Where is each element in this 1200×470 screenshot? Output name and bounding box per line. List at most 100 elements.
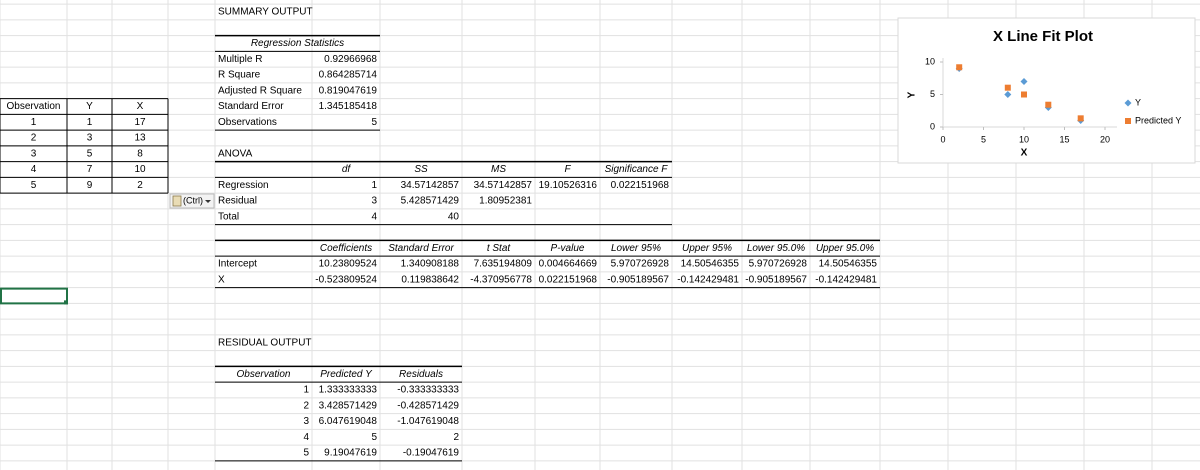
cell-text: 7.635194809 (474, 259, 533, 270)
cell-text: P-value (551, 243, 585, 254)
cell-text: Adjusted R Square (218, 85, 302, 96)
cell-text: RESIDUAL OUTPUT (218, 337, 312, 348)
cell-text: 5 (31, 180, 37, 191)
cell-text: 9.19047619 (324, 448, 377, 459)
cell-text: Predicted Y (320, 369, 373, 380)
cell-text: 34.57142857 (474, 180, 533, 191)
cell-text: 5.970726928 (611, 259, 670, 270)
fill-handle (64, 300, 68, 305)
data-point (1124, 99, 1132, 107)
cell-text: 9 (87, 180, 93, 191)
legend-label: Y (1135, 97, 1141, 107)
cell-text: Residuals (399, 369, 443, 380)
cell-text: 1.345185418 (319, 101, 378, 112)
cell-text: 0.864285714 (319, 70, 378, 81)
cell-text: -0.905189567 (745, 274, 807, 285)
cell-text: 8 (137, 148, 143, 159)
cell-text: 4 (303, 432, 309, 443)
cell-text: 0.119838642 (401, 274, 459, 285)
x-tick-label: 20 (1100, 134, 1110, 144)
cell-text: 5 (303, 448, 309, 459)
cell-text: Y (86, 101, 93, 112)
cell-text: 0.022151968 (611, 180, 670, 191)
cell-text: -0.142429481 (677, 274, 739, 285)
cell-text: 10 (134, 164, 146, 175)
cell-text: 7 (87, 164, 93, 175)
cell-text: Multiple R (218, 54, 262, 65)
cell-text: X (137, 101, 144, 112)
data-point (1045, 101, 1052, 108)
cell-text: 2 (303, 400, 309, 411)
cell-text: 3.428571429 (319, 400, 378, 411)
selected-cell (0, 287, 68, 305)
data-point (1020, 78, 1028, 85)
cell-text: F (564, 164, 571, 175)
cell-text: SUMMARY OUTPUT (218, 7, 313, 18)
y-tick-label: 10 (925, 56, 935, 66)
data-point (1077, 115, 1084, 122)
cell-text: Intercept (218, 259, 257, 270)
cell-text: ANOVA (218, 148, 253, 159)
dropdown-arrow (205, 200, 211, 203)
cell-text: Lower 95.0% (747, 243, 805, 254)
cell-text: -1.047619048 (397, 416, 459, 427)
y-tick-label: 0 (930, 121, 935, 131)
x-tick-label: 10 (1019, 134, 1029, 144)
cell-text: Significance F (605, 164, 669, 175)
x-tick-label: 0 (940, 134, 945, 144)
cell-text: 34.57142857 (401, 180, 460, 191)
cell-text: 2 (137, 180, 143, 191)
cell-text: 40 (448, 211, 460, 222)
cell-text: R Square (218, 70, 261, 81)
cell-text: 13 (134, 133, 146, 144)
cell-text: 0.004664669 (539, 259, 598, 270)
cell-text: 6.047619048 (319, 416, 378, 427)
cell-text: Regression Statistics (251, 38, 344, 49)
cell-text: 1 (371, 180, 377, 191)
cell-text: t Stat (487, 243, 512, 254)
cell-text: Observation (237, 369, 291, 380)
cell-text: 3 (31, 148, 37, 159)
cell-text: 1.333333333 (319, 385, 378, 396)
cell-text: 4 (31, 164, 37, 175)
cell-text: 2 (31, 133, 37, 144)
cell-text: 5 (371, 432, 377, 443)
cell-text: 1 (31, 117, 37, 128)
cell-text: 2 (453, 432, 459, 443)
paste-options-label: (Ctrl) (183, 195, 203, 205)
cell-text: 0.92966968 (324, 54, 377, 65)
cell-text: 14.50546355 (819, 259, 878, 270)
cell-text: -0.142429481 (815, 274, 877, 285)
cell-text: Observations (218, 117, 277, 128)
cell-text: 5 (87, 148, 93, 159)
cell-text: Total (218, 211, 239, 222)
cell-text: 1.80952381 (479, 196, 532, 207)
cell-text: -0.19047619 (403, 448, 460, 459)
chart-area (897, 17, 1196, 164)
cell-text: -0.333333333 (397, 385, 459, 396)
cell-text: -0.523809524 (315, 274, 377, 285)
cell-text: 0.022151968 (539, 274, 598, 285)
data-point (1021, 91, 1027, 98)
cell-text: 3 (371, 196, 377, 207)
data-point (1004, 91, 1012, 98)
cell-text: 5.428571429 (401, 196, 460, 207)
cell-text: 5.970726928 (749, 259, 808, 270)
cell-text: 0.819047619 (319, 85, 378, 96)
cell-text: 3 (303, 416, 309, 427)
data-point (1125, 118, 1131, 124)
cell-text: Regression (218, 180, 269, 191)
cell-text: Standard Error (388, 243, 454, 254)
data-point (956, 64, 963, 71)
cell-text: X (218, 274, 225, 285)
legend-label: Predicted Y (1135, 115, 1181, 125)
cell-text: 1 (303, 385, 309, 396)
x-tick-label: 15 (1059, 134, 1069, 144)
x-tick-label: 5 (981, 134, 986, 144)
cell-text: -4.370956778 (470, 274, 532, 285)
cell-text: -0.428571429 (397, 400, 459, 411)
cell-text: 1 (87, 117, 93, 128)
cell-text: 3 (87, 133, 93, 144)
y-tick-label: 5 (930, 89, 935, 99)
